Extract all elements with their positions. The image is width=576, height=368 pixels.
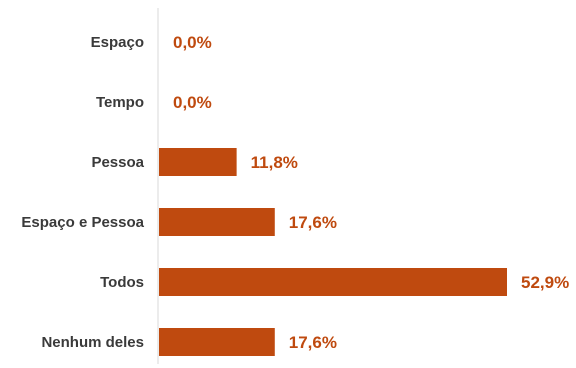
category-label: Espaço <box>91 34 144 51</box>
value-label: 17,6% <box>289 213 337 232</box>
category-label: Espaço e Pessoa <box>21 214 144 231</box>
chart-rows: Espaço 0,0% Tempo 0,0% Pessoa 11,8% Espaço e P… <box>21 33 569 356</box>
category-label: Todos <box>100 274 144 291</box>
value-label: 52,9% <box>521 273 569 292</box>
bar <box>159 268 507 296</box>
value-label: 0,0% <box>173 33 212 52</box>
category-label: Tempo <box>96 94 144 111</box>
value-label: 11,8% <box>251 153 298 172</box>
value-label: 0,0% <box>173 93 212 112</box>
bar <box>159 208 275 236</box>
bar <box>159 328 275 356</box>
category-label: Pessoa <box>91 154 144 171</box>
category-label: Nenhum deles <box>41 334 144 351</box>
value-label: 17,6% <box>289 333 337 352</box>
bar <box>159 148 237 176</box>
